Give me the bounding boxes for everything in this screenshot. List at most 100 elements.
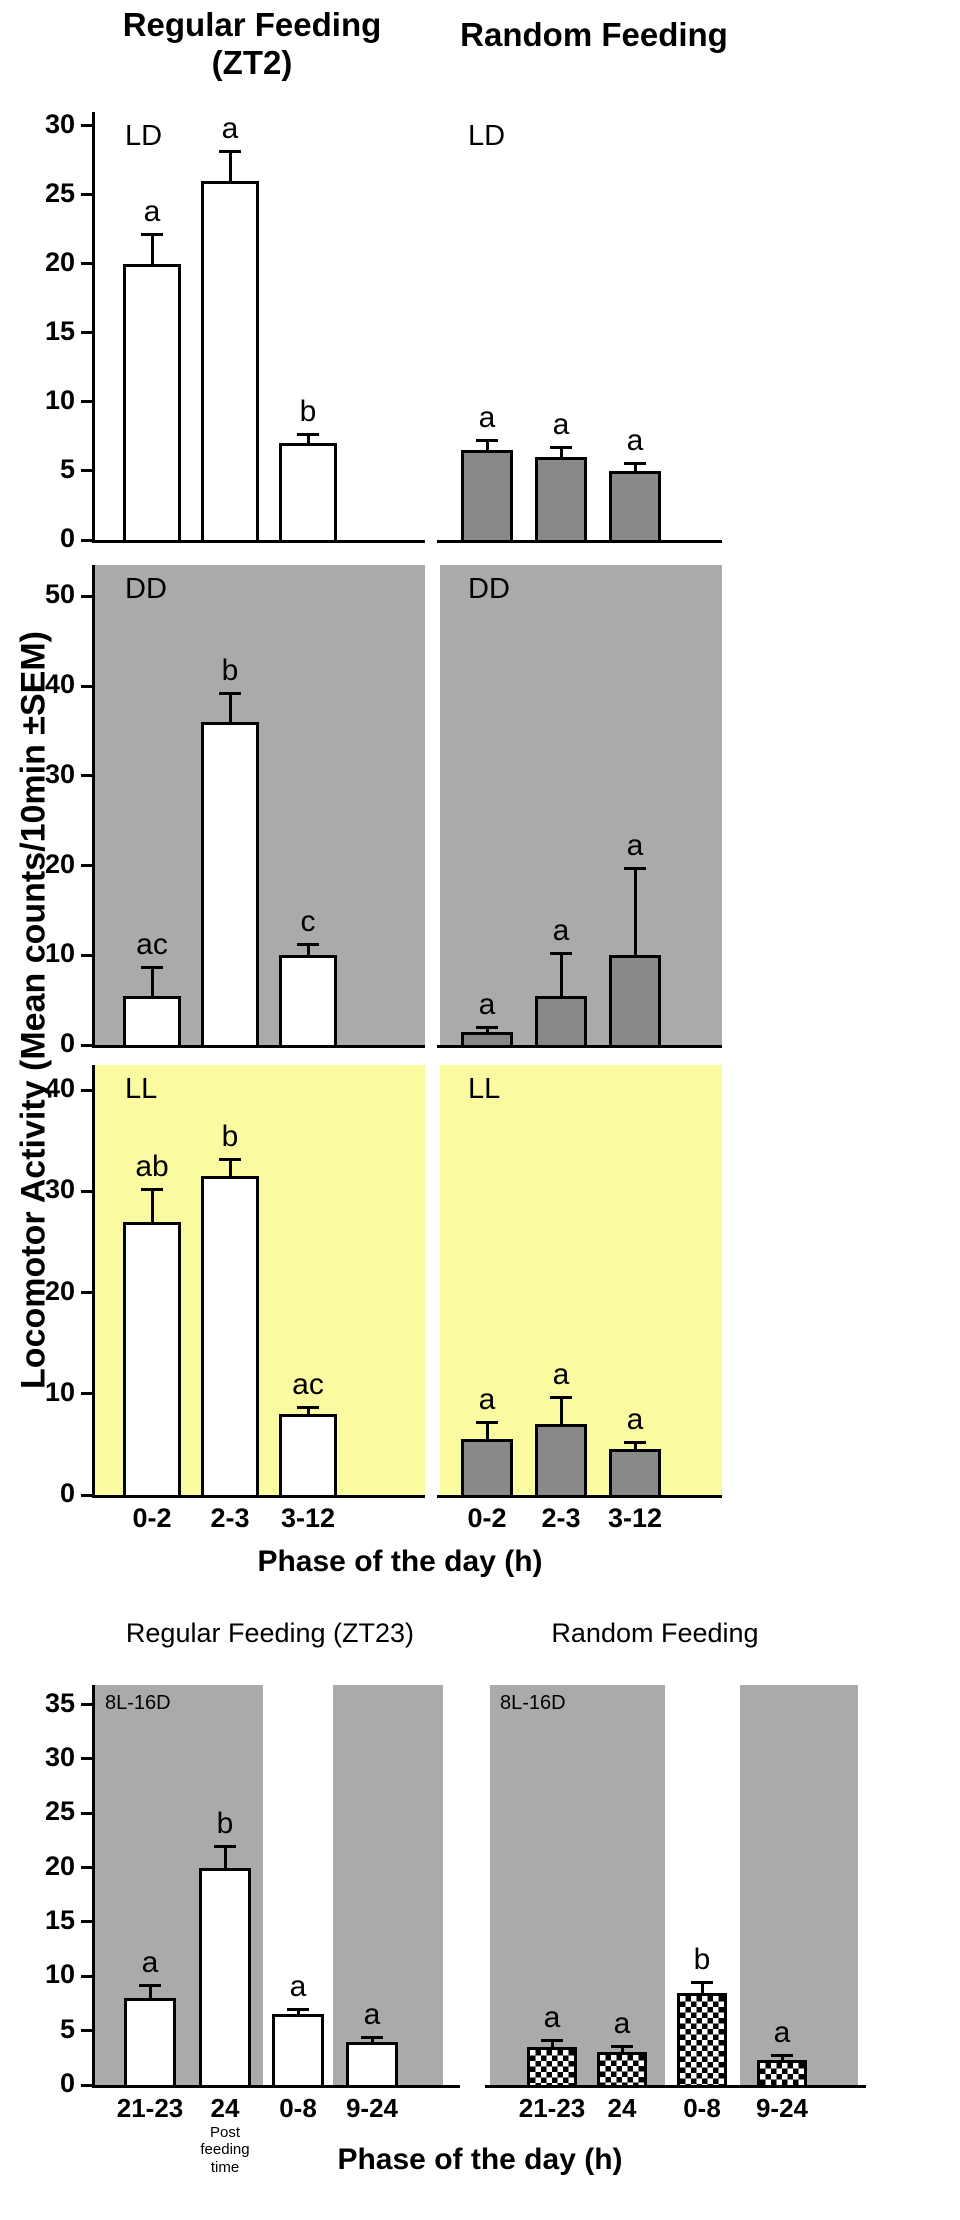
condition-label-LD: LD bbox=[125, 120, 163, 152]
x-axis-title-top: Phase of the day (h) bbox=[257, 1545, 543, 1578]
significance-letter: ac bbox=[292, 1368, 324, 1401]
significance-letter: b bbox=[693, 1942, 711, 1976]
y-tick bbox=[81, 262, 92, 266]
significance-letter: a bbox=[552, 1357, 570, 1391]
y-tick-label: 5 bbox=[59, 2013, 75, 2044]
error-bar bbox=[228, 695, 232, 722]
error-bar bbox=[559, 1398, 563, 1425]
y-axis-line bbox=[92, 565, 95, 1048]
error-bar bbox=[700, 1983, 704, 1993]
error-bar-cap bbox=[476, 438, 498, 442]
bar-2-3 bbox=[201, 181, 259, 543]
y-tick-label: 5 bbox=[59, 453, 75, 484]
bar-0-2 bbox=[461, 450, 513, 543]
y-tick bbox=[81, 331, 92, 335]
error-bar bbox=[306, 436, 310, 444]
bar-0-2 bbox=[461, 1439, 513, 1498]
error-bar-cap bbox=[297, 943, 319, 947]
x-tick-label: 2-3 bbox=[210, 1503, 250, 1533]
column-header-random-feeding: Random Feeding bbox=[460, 16, 728, 53]
bar-0-8 bbox=[272, 2014, 324, 2088]
y-tick bbox=[81, 2029, 92, 2033]
y-tick-label: 30 bbox=[44, 1741, 75, 1772]
condition-label-LL: LL bbox=[125, 1073, 158, 1105]
y-tick bbox=[81, 124, 92, 128]
y-tick bbox=[81, 1920, 92, 1924]
y-axis-line bbox=[92, 1685, 95, 2088]
error-bar bbox=[780, 2056, 784, 2060]
error-bar bbox=[550, 2041, 554, 2047]
condition-label-DD: DD bbox=[125, 573, 167, 605]
significance-letter: a bbox=[552, 407, 570, 441]
y-tick bbox=[81, 594, 92, 598]
error-bar bbox=[485, 441, 489, 451]
y-tick bbox=[81, 1392, 92, 1396]
panel-background-DD bbox=[95, 565, 425, 1045]
y-tick-label: 0 bbox=[59, 2068, 75, 2098]
significance-letter: a bbox=[363, 1998, 381, 2032]
y-tick-label: 35 bbox=[44, 1687, 75, 1718]
error-bar-cap bbox=[624, 1441, 646, 1445]
bar-2-3 bbox=[535, 1424, 587, 1498]
bar-24 bbox=[199, 1867, 251, 2088]
bar-2-3 bbox=[535, 995, 587, 1048]
error-bar bbox=[228, 153, 232, 182]
x-axis-line bbox=[485, 2085, 866, 2088]
panel-background-DD bbox=[440, 565, 722, 1045]
significance-letter: b bbox=[221, 1120, 239, 1154]
significance-letter: a bbox=[141, 1946, 159, 1980]
y-tick bbox=[81, 2083, 92, 2087]
bar-21-23 bbox=[124, 1998, 176, 2088]
y-tick-label: 30 bbox=[44, 758, 75, 789]
bar-2-3 bbox=[201, 1176, 259, 1498]
bar-9-24 bbox=[346, 2041, 398, 2088]
error-bar bbox=[370, 2039, 374, 2042]
column-header-line2: (ZT2) bbox=[211, 43, 293, 81]
error-bar bbox=[223, 1848, 227, 1868]
error-bar bbox=[150, 968, 154, 996]
error-bar bbox=[485, 1028, 489, 1032]
error-bar-cap bbox=[219, 1158, 241, 1162]
column-header-regular-feeding-zt2: Regular Feeding (ZT2) bbox=[92, 6, 412, 82]
error-bar bbox=[150, 236, 154, 264]
error-bar bbox=[148, 1987, 152, 1999]
y-tick-label: 10 bbox=[44, 1959, 75, 1990]
error-bar bbox=[485, 1424, 489, 1440]
y-tick bbox=[81, 1974, 92, 1978]
significance-letter: a bbox=[613, 2007, 631, 2041]
bar-2-3 bbox=[201, 722, 259, 1048]
bar-3-12 bbox=[279, 443, 337, 543]
error-bar bbox=[559, 448, 563, 458]
error-bar-cap bbox=[771, 2053, 793, 2057]
significance-letter: a bbox=[221, 112, 239, 146]
x-tick-label: 21-23 bbox=[116, 2093, 184, 2123]
y-tick-label: 30 bbox=[44, 1174, 75, 1205]
error-bar-cap bbox=[297, 433, 319, 437]
x-tick-label: 24 bbox=[210, 2093, 240, 2123]
error-bar-cap bbox=[550, 445, 572, 449]
y-tick-label: 15 bbox=[44, 315, 75, 346]
y-tick-label: 0 bbox=[59, 1478, 75, 1508]
y-tick-label: 15 bbox=[44, 1904, 75, 1935]
y-tick bbox=[81, 864, 92, 868]
dark-phase-background bbox=[333, 1685, 443, 2085]
error-bar bbox=[633, 1444, 637, 1450]
x-tick-label: 21-23 bbox=[518, 2093, 586, 2123]
significance-letter: c bbox=[300, 905, 316, 939]
y-tick bbox=[81, 1291, 92, 1295]
dark-phase-background bbox=[490, 1685, 665, 2085]
bar-0-2 bbox=[123, 263, 181, 543]
y-tick-label: 25 bbox=[44, 177, 75, 208]
error-bar-cap bbox=[476, 1421, 498, 1425]
y-tick bbox=[81, 1189, 92, 1193]
significance-letter: a bbox=[626, 1403, 644, 1437]
y-tick-label: 10 bbox=[44, 1376, 75, 1407]
bar-24 bbox=[597, 2052, 647, 2088]
error-bar-cap bbox=[550, 1395, 572, 1399]
post-feeding-time-note: Post feeding time bbox=[200, 2124, 250, 2176]
error-bar-cap bbox=[219, 692, 241, 696]
significance-letter: ab bbox=[135, 1150, 169, 1184]
x-tick-label: 9-24 bbox=[345, 2093, 399, 2123]
x-axis-title-bottom: Phase of the day (h) bbox=[337, 2143, 623, 2176]
significance-letter: ac bbox=[136, 927, 168, 961]
